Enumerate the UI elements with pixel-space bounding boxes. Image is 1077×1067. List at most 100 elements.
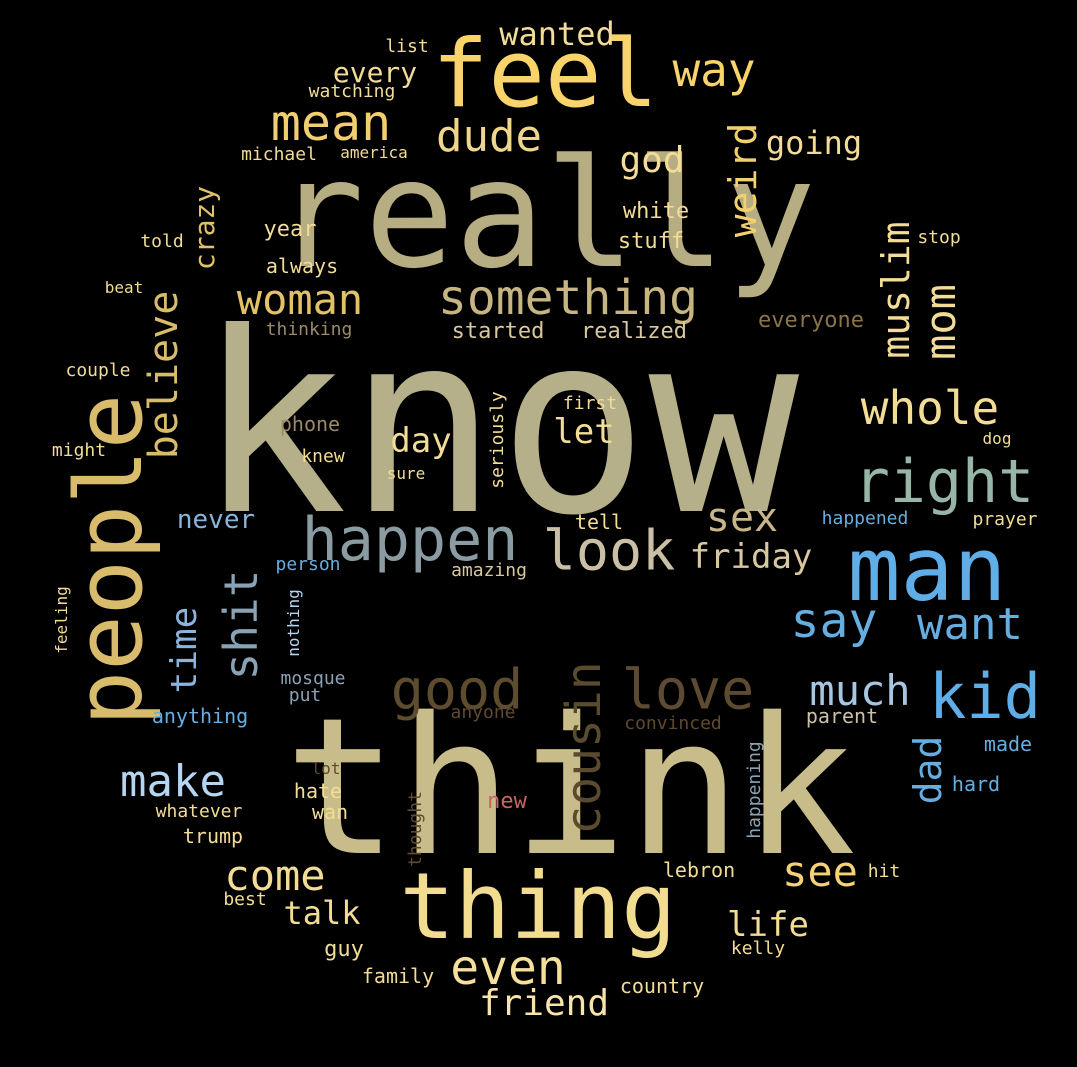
word-nothing: nothing — [284, 589, 303, 657]
word-stuff: stuff — [617, 229, 685, 254]
word-thought: thought — [405, 791, 426, 867]
word-prayer: prayer — [972, 509, 1038, 530]
word-dude: dude — [436, 111, 542, 162]
word-love: love — [621, 657, 755, 722]
word-come: come — [224, 851, 326, 900]
word-tell: tell — [574, 510, 624, 534]
word-stop: stop — [917, 227, 961, 248]
word-going: going — [765, 124, 863, 162]
word-everyone: everyone — [758, 308, 864, 333]
word-way: way — [672, 43, 756, 97]
word-told: told — [140, 231, 184, 252]
word-thing: thing — [399, 853, 677, 960]
word-make: make — [120, 756, 226, 807]
word-feel: feel — [431, 20, 659, 129]
word-life: life — [727, 905, 809, 945]
word-know: know — [196, 279, 800, 570]
word-made: made — [983, 732, 1033, 756]
word-country: country — [619, 974, 705, 998]
word-happening: happening — [744, 741, 765, 839]
word-parent: parent — [805, 704, 879, 728]
word-believe: believe — [141, 290, 187, 460]
word-sure: sure — [386, 464, 426, 483]
word-say: say — [790, 593, 878, 649]
word-first: first — [562, 393, 618, 414]
word-something: something — [437, 270, 699, 326]
word-put: put — [288, 685, 322, 706]
word-want: want — [917, 599, 1023, 650]
word-mom: mom — [916, 284, 965, 360]
word-lebron: lebron — [662, 858, 736, 882]
word-crazy: crazy — [188, 185, 221, 271]
word-talk: talk — [283, 894, 361, 932]
word-hate: hate — [293, 779, 343, 803]
word-watching: watching — [308, 81, 396, 102]
word-woman: woman — [236, 275, 364, 324]
word-dog: dog — [982, 429, 1012, 448]
word-friend: friend — [478, 983, 610, 1024]
word-let: let — [553, 412, 615, 452]
word-happened: happened — [821, 508, 909, 529]
word-wan: wan — [311, 800, 349, 824]
word-look: look — [542, 518, 676, 583]
word-realized: realized — [581, 319, 687, 344]
word-beat: beat — [104, 278, 144, 297]
word-hard: hard — [951, 772, 1001, 796]
word-friday: friday — [689, 537, 813, 577]
word-day: day — [390, 421, 452, 461]
word-much: much — [809, 666, 911, 715]
word-think: think — [284, 677, 856, 898]
word-man: man — [847, 518, 1007, 621]
word-time: time — [164, 606, 205, 694]
word-trump: trump — [182, 824, 244, 848]
word-always: always — [265, 254, 339, 278]
word-guy: guy — [324, 937, 364, 962]
word-really: really — [274, 128, 816, 302]
word-happen: happen — [301, 505, 519, 575]
word-hit: hit — [867, 861, 901, 882]
word-never: never — [176, 505, 256, 535]
word-shit: shit — [214, 569, 268, 681]
word-amazing: amazing — [451, 560, 527, 581]
word-phone: phone — [279, 412, 341, 436]
word-knew: knew — [301, 446, 345, 467]
word-seriously: seriously — [487, 391, 508, 489]
word-sex: sex — [705, 495, 779, 541]
word-wanted: wanted — [499, 15, 615, 53]
word-cousin: cousin — [556, 661, 612, 835]
word-lot: lot — [311, 759, 341, 778]
word-every: every — [332, 56, 418, 89]
word-mosque: mosque — [280, 668, 346, 689]
word-muslim: muslim — [874, 221, 918, 359]
word-good: good — [390, 657, 524, 722]
word-feeling: feeling — [52, 586, 71, 654]
word-year: year — [263, 217, 317, 242]
word-right: right — [853, 447, 1035, 517]
word-kid: kid — [929, 660, 1041, 733]
word-kelly: kelly — [730, 938, 786, 959]
word-best: best — [223, 889, 267, 910]
word-anything: anything — [151, 704, 249, 728]
word-michael: michael — [241, 144, 317, 165]
word-mean: mean — [270, 94, 392, 152]
word-god: god — [619, 140, 685, 181]
word-person: person — [275, 554, 341, 575]
word-white: white — [622, 199, 690, 224]
word-america: america — [340, 143, 408, 162]
word-couple: couple — [65, 360, 131, 381]
word-whatever: whatever — [155, 801, 243, 822]
word-whole: whole — [860, 381, 1000, 435]
word-even: even — [450, 940, 566, 996]
word-anyone: anyone — [450, 702, 516, 723]
word-new: new — [487, 789, 527, 814]
word-might: might — [51, 440, 107, 461]
word-convinced: convinced — [624, 713, 722, 734]
word-see: see — [782, 847, 858, 896]
word-dad: dad — [906, 735, 950, 805]
word-thinking: thinking — [265, 319, 353, 340]
word-started: started — [451, 319, 545, 344]
word-family: family — [361, 964, 435, 988]
word-weird: weird — [721, 122, 765, 238]
word-list: list — [385, 36, 429, 57]
